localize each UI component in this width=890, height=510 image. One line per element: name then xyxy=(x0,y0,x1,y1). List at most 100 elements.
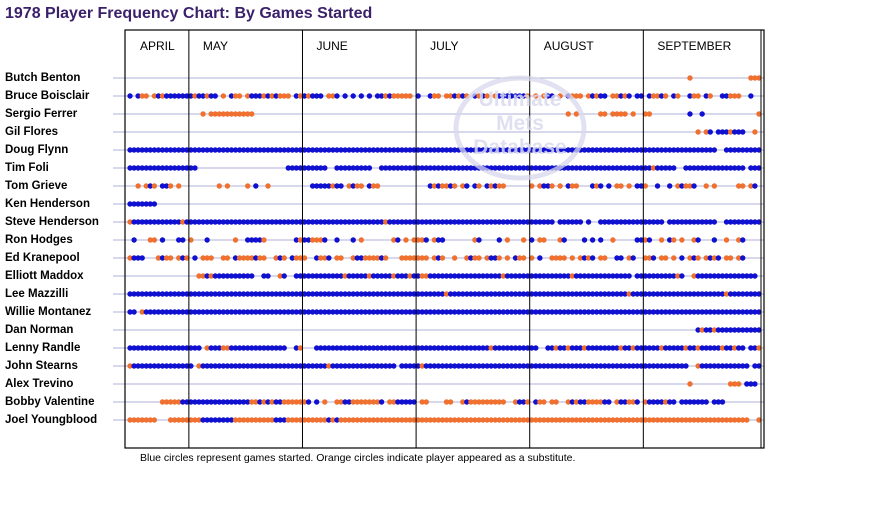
game-started-dot xyxy=(488,363,494,369)
game-started-dot xyxy=(480,363,486,369)
game-started-dot xyxy=(305,237,312,243)
game-started-dot xyxy=(354,165,360,171)
game-started-dot xyxy=(537,291,543,297)
game-started-dot xyxy=(318,219,324,225)
game-started-dot xyxy=(143,309,149,315)
game-started-dot xyxy=(301,309,308,315)
substitute-dot xyxy=(208,255,214,261)
game-started-dot xyxy=(151,165,158,171)
game-started-dot xyxy=(711,165,718,171)
game-started-dot xyxy=(245,291,251,297)
game-started-dot xyxy=(691,345,697,351)
game-started-dot xyxy=(143,363,149,369)
game-started-dot xyxy=(427,219,433,225)
substitute-dot xyxy=(167,417,174,423)
game-started-dot xyxy=(147,219,154,225)
game-started-dot xyxy=(703,399,709,405)
game-started-dot xyxy=(654,291,661,297)
game-started-dot xyxy=(330,291,336,297)
game-started-dot xyxy=(435,273,442,279)
game-started-dot xyxy=(593,165,600,171)
game-started-dot xyxy=(313,273,320,279)
game-started-dot xyxy=(752,147,758,153)
player-name: Joel Youngblood xyxy=(5,414,98,426)
substitute-dot xyxy=(281,399,287,405)
game-started-dot xyxy=(419,345,425,351)
game-started-dot xyxy=(679,273,685,279)
game-started-dot xyxy=(508,345,515,351)
game-started-dot xyxy=(658,93,665,99)
substitute-dot xyxy=(374,255,381,261)
game-started-dot xyxy=(533,273,539,279)
game-started-dot xyxy=(484,273,490,279)
game-started-dot xyxy=(593,273,600,279)
game-started-dot xyxy=(269,219,275,225)
game-started-dot xyxy=(646,93,653,99)
substitute-dot xyxy=(297,345,304,351)
game-started-dot xyxy=(476,363,482,369)
game-started-dot xyxy=(703,291,709,297)
game-started-dot xyxy=(748,345,754,351)
game-started-dot xyxy=(293,237,300,243)
game-started-dot xyxy=(326,309,332,315)
player-name: Bruce Boisclair xyxy=(5,90,90,102)
game-started-dot xyxy=(606,147,612,153)
substitute-dot xyxy=(451,255,458,261)
game-started-dot xyxy=(723,363,730,369)
game-started-dot xyxy=(512,219,519,225)
game-started-dot xyxy=(512,309,519,315)
game-started-dot xyxy=(435,363,442,369)
game-started-dot xyxy=(334,237,340,243)
substitute-dot xyxy=(529,183,535,189)
game-started-dot xyxy=(715,129,722,135)
game-started-dot xyxy=(427,165,433,171)
substitute-dot xyxy=(679,417,685,423)
game-started-dot xyxy=(679,399,685,405)
game-started-dot xyxy=(167,165,174,171)
substitute-dot xyxy=(245,417,251,423)
substitute-dot xyxy=(322,255,328,261)
game-started-dot xyxy=(691,183,697,189)
game-started-dot xyxy=(362,219,369,225)
substitute-dot xyxy=(358,237,365,243)
game-started-dot xyxy=(334,363,340,369)
game-started-dot xyxy=(646,399,653,405)
game-started-dot xyxy=(707,327,713,333)
substitute-dot xyxy=(176,183,182,189)
game-started-dot xyxy=(289,255,296,261)
game-started-dot xyxy=(658,165,665,171)
game-started-dot xyxy=(752,165,758,171)
game-started-dot xyxy=(565,309,571,315)
game-started-dot xyxy=(342,399,348,405)
game-started-dot xyxy=(703,147,709,153)
substitute-dot xyxy=(200,255,206,261)
game-started-dot xyxy=(460,309,466,315)
game-started-dot xyxy=(614,165,620,171)
game-started-dot xyxy=(492,363,498,369)
game-started-dot xyxy=(236,147,243,153)
substitute-dot xyxy=(703,255,709,261)
game-started-dot xyxy=(699,219,705,225)
game-started-dot xyxy=(435,183,442,189)
game-started-dot xyxy=(472,345,478,351)
substitute-dot xyxy=(520,417,527,423)
game-started-dot xyxy=(196,345,202,351)
game-started-dot xyxy=(176,93,182,99)
game-started-dot xyxy=(399,219,405,225)
player-name: Tim Foli xyxy=(5,162,49,174)
game-started-dot xyxy=(642,273,649,279)
game-started-dot xyxy=(200,309,206,315)
game-started-dot xyxy=(650,219,657,225)
game-started-dot xyxy=(703,165,709,171)
game-started-dot xyxy=(127,93,133,99)
game-started-dot xyxy=(139,219,145,225)
game-started-dot xyxy=(273,309,279,315)
game-started-dot xyxy=(273,399,279,405)
game-started-dot xyxy=(354,273,360,279)
game-started-dot xyxy=(374,219,381,225)
game-started-dot xyxy=(719,273,726,279)
game-started-dot xyxy=(184,363,190,369)
game-started-dot xyxy=(378,345,385,351)
substitute-dot xyxy=(727,417,734,423)
game-started-dot xyxy=(634,273,640,279)
